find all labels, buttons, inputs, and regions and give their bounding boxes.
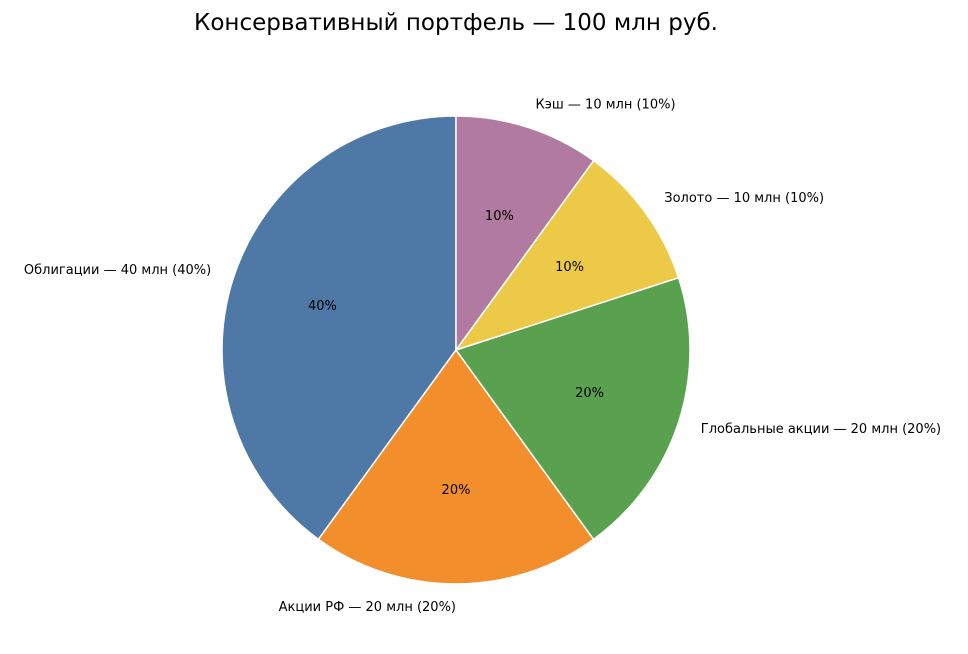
percent-label-1: 20% bbox=[442, 483, 471, 498]
slice-label-4: Кэш — 10 млн (10%) bbox=[536, 98, 676, 113]
pie-slice-4 bbox=[455, 115, 595, 351]
percent-label-2: 20% bbox=[575, 386, 604, 401]
slice-label-0: Облигации — 40 млн (40%) bbox=[24, 263, 211, 278]
percent-labels: 40% 20% 20% 10% 10% bbox=[308, 209, 604, 498]
slice-label-3: Золото — 10 млн (10%) bbox=[664, 191, 824, 206]
pie-slice-0 bbox=[221, 115, 457, 541]
pie-slice-1 bbox=[317, 349, 595, 585]
percent-label-3: 10% bbox=[555, 260, 584, 275]
percent-label-0: 40% bbox=[308, 299, 337, 314]
chart-title: Консервативный портфель — 100 млн руб. bbox=[194, 10, 718, 36]
slice-label-2: Глобальные акции — 20 млн (20%) bbox=[701, 422, 941, 437]
slice-labels: Облигации — 40 млн (40%) Акции РФ — 20 мл… bbox=[24, 98, 941, 615]
percent-label-4: 10% bbox=[485, 209, 514, 224]
pie-slices bbox=[221, 115, 691, 585]
slice-label-1: Акции РФ — 20 млн (20%) bbox=[279, 600, 456, 615]
pie-slice-2 bbox=[455, 276, 691, 541]
pie-slice-3 bbox=[455, 159, 680, 351]
